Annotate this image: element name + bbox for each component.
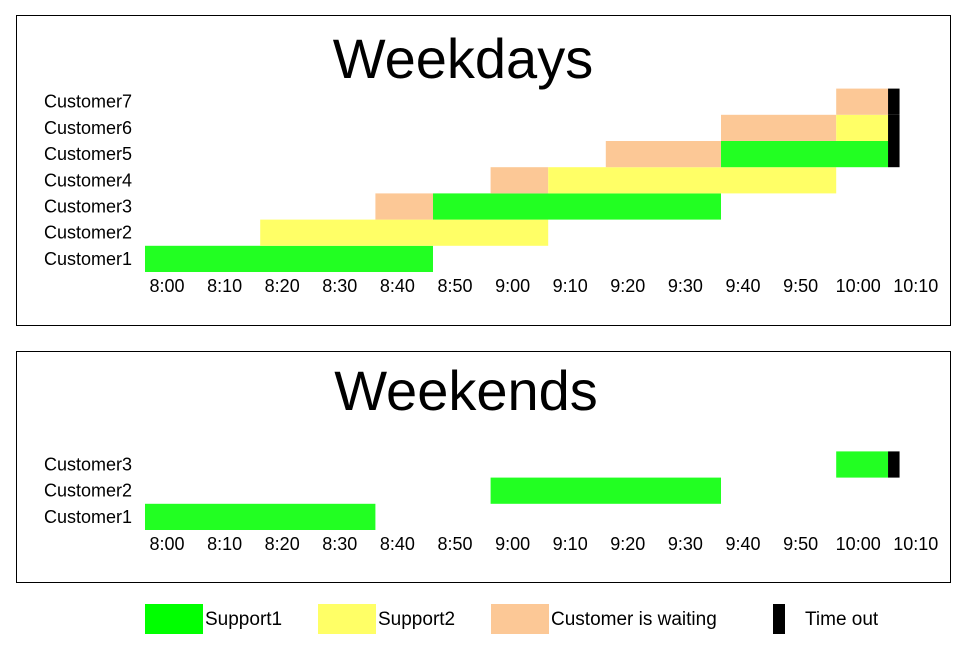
weekdays-bar-customer3-customer-is-waiting [375, 193, 433, 220]
weekdays-bar-customer5-support1 [721, 141, 889, 168]
weekends-category-label-customer3: Customer3 [44, 455, 132, 475]
legend-label-support2: Support2 [378, 609, 456, 630]
weekdays-x-tick-9-30: 9:30 [668, 276, 703, 296]
weekdays-bar-customer7-customer-is-waiting [836, 88, 889, 115]
legend-label-support1: Support1 [205, 609, 283, 630]
weekdays-category-label-customer6: Customer6 [44, 118, 132, 138]
weekdays-x-tick-8-20: 8:20 [265, 276, 300, 296]
weekdays-x-tick-10-10: 10:10 [893, 276, 938, 296]
legend-label-time-out: Time out [805, 609, 879, 630]
weekends-x-tick-8-10: 8:10 [207, 534, 242, 554]
weekends-x-tick-10-00: 10:00 [836, 534, 881, 554]
weekdays-bar-customer7-time-out [888, 88, 900, 115]
weekdays-category-label-customer7: Customer7 [44, 92, 132, 112]
weekends-x-tick-9-00: 9:00 [495, 534, 530, 554]
legend-label-customer-waiting: Customer is waiting [551, 609, 717, 630]
weekends-x-tick-8-20: 8:20 [265, 534, 300, 554]
weekdays-x-tick-8-40: 8:40 [380, 276, 415, 296]
weekdays-category-label-customer5: Customer5 [44, 144, 132, 164]
weekends-x-tick-8-50: 8:50 [437, 534, 472, 554]
weekdays-bar-customer6-time-out [888, 114, 900, 141]
weekdays-x-tick-8-30: 8:30 [322, 276, 357, 296]
weekdays-bar-customer3-support1 [433, 193, 721, 220]
weekdays-x-tick-10-00: 10:00 [836, 276, 881, 296]
weekends-bar-customer2-support1 [490, 477, 721, 504]
weekends-bar-customer1-support1 [145, 503, 376, 530]
weekends-bar-customer3-support1 [836, 451, 889, 478]
weekends-category-label-customer1: Customer1 [44, 507, 132, 527]
weekends-x-tick-9-30: 9:30 [668, 534, 703, 554]
weekends-x-tick-9-20: 9:20 [610, 534, 645, 554]
weekdays-x-tick-8-50: 8:50 [437, 276, 472, 296]
weekdays-category-label-customer4: Customer4 [44, 170, 132, 190]
weekends-x-tick-9-10: 9:10 [553, 534, 588, 554]
weekends-bar-customer3-time-out [888, 451, 900, 478]
weekdays-x-tick-8-10: 8:10 [207, 276, 242, 296]
weekdays-bar-customer5-customer-is-waiting [605, 141, 721, 168]
weekdays-bar-customer4-support2 [548, 167, 837, 194]
weekends-chart-panel [16, 351, 951, 583]
weekends-x-tick-10-10: 10:10 [893, 534, 938, 554]
weekdays-category-label-customer3: Customer3 [44, 197, 132, 217]
weekdays-bar-customer6-customer-is-waiting [721, 114, 837, 141]
weekends-x-tick-8-00: 8:00 [149, 534, 184, 554]
chart-legend: Support1 Support2 Customer is waiting Ti… [0, 604, 973, 638]
weekends-x-tick-9-50: 9:50 [783, 534, 818, 554]
weekdays-category-label-customer1: Customer1 [44, 249, 132, 269]
weekdays-category-label-customer2: Customer2 [44, 223, 132, 243]
legend-swatch-support2 [318, 604, 376, 634]
weekends-x-tick-8-40: 8:40 [380, 534, 415, 554]
weekdays-x-tick-9-00: 9:00 [495, 276, 530, 296]
weekdays-bar-customer6-support2 [836, 114, 889, 141]
legend-swatch-support1 [145, 604, 203, 634]
weekends-chart-title: Weekends [334, 359, 598, 422]
weekdays-x-tick-9-50: 9:50 [783, 276, 818, 296]
weekdays-bar-customer2-support2 [260, 219, 549, 246]
weekdays-bar-customer4-customer-is-waiting [490, 167, 549, 194]
legend-swatch-customer-waiting [491, 604, 549, 634]
weekdays-x-tick-9-20: 9:20 [610, 276, 645, 296]
weekdays-x-tick-8-00: 8:00 [149, 276, 184, 296]
weekends-x-tick-9-40: 9:40 [725, 534, 760, 554]
weekdays-x-tick-9-40: 9:40 [725, 276, 760, 296]
weekdays-bar-customer5-time-out [888, 141, 900, 168]
weekdays-chart-title: Weekdays [333, 27, 593, 90]
weekdays-bar-customer1-support1 [145, 245, 433, 272]
weekends-category-label-customer2: Customer2 [44, 481, 132, 501]
weekends-x-tick-8-30: 8:30 [322, 534, 357, 554]
legend-swatch-time-out [773, 604, 785, 634]
weekdays-x-tick-9-10: 9:10 [553, 276, 588, 296]
